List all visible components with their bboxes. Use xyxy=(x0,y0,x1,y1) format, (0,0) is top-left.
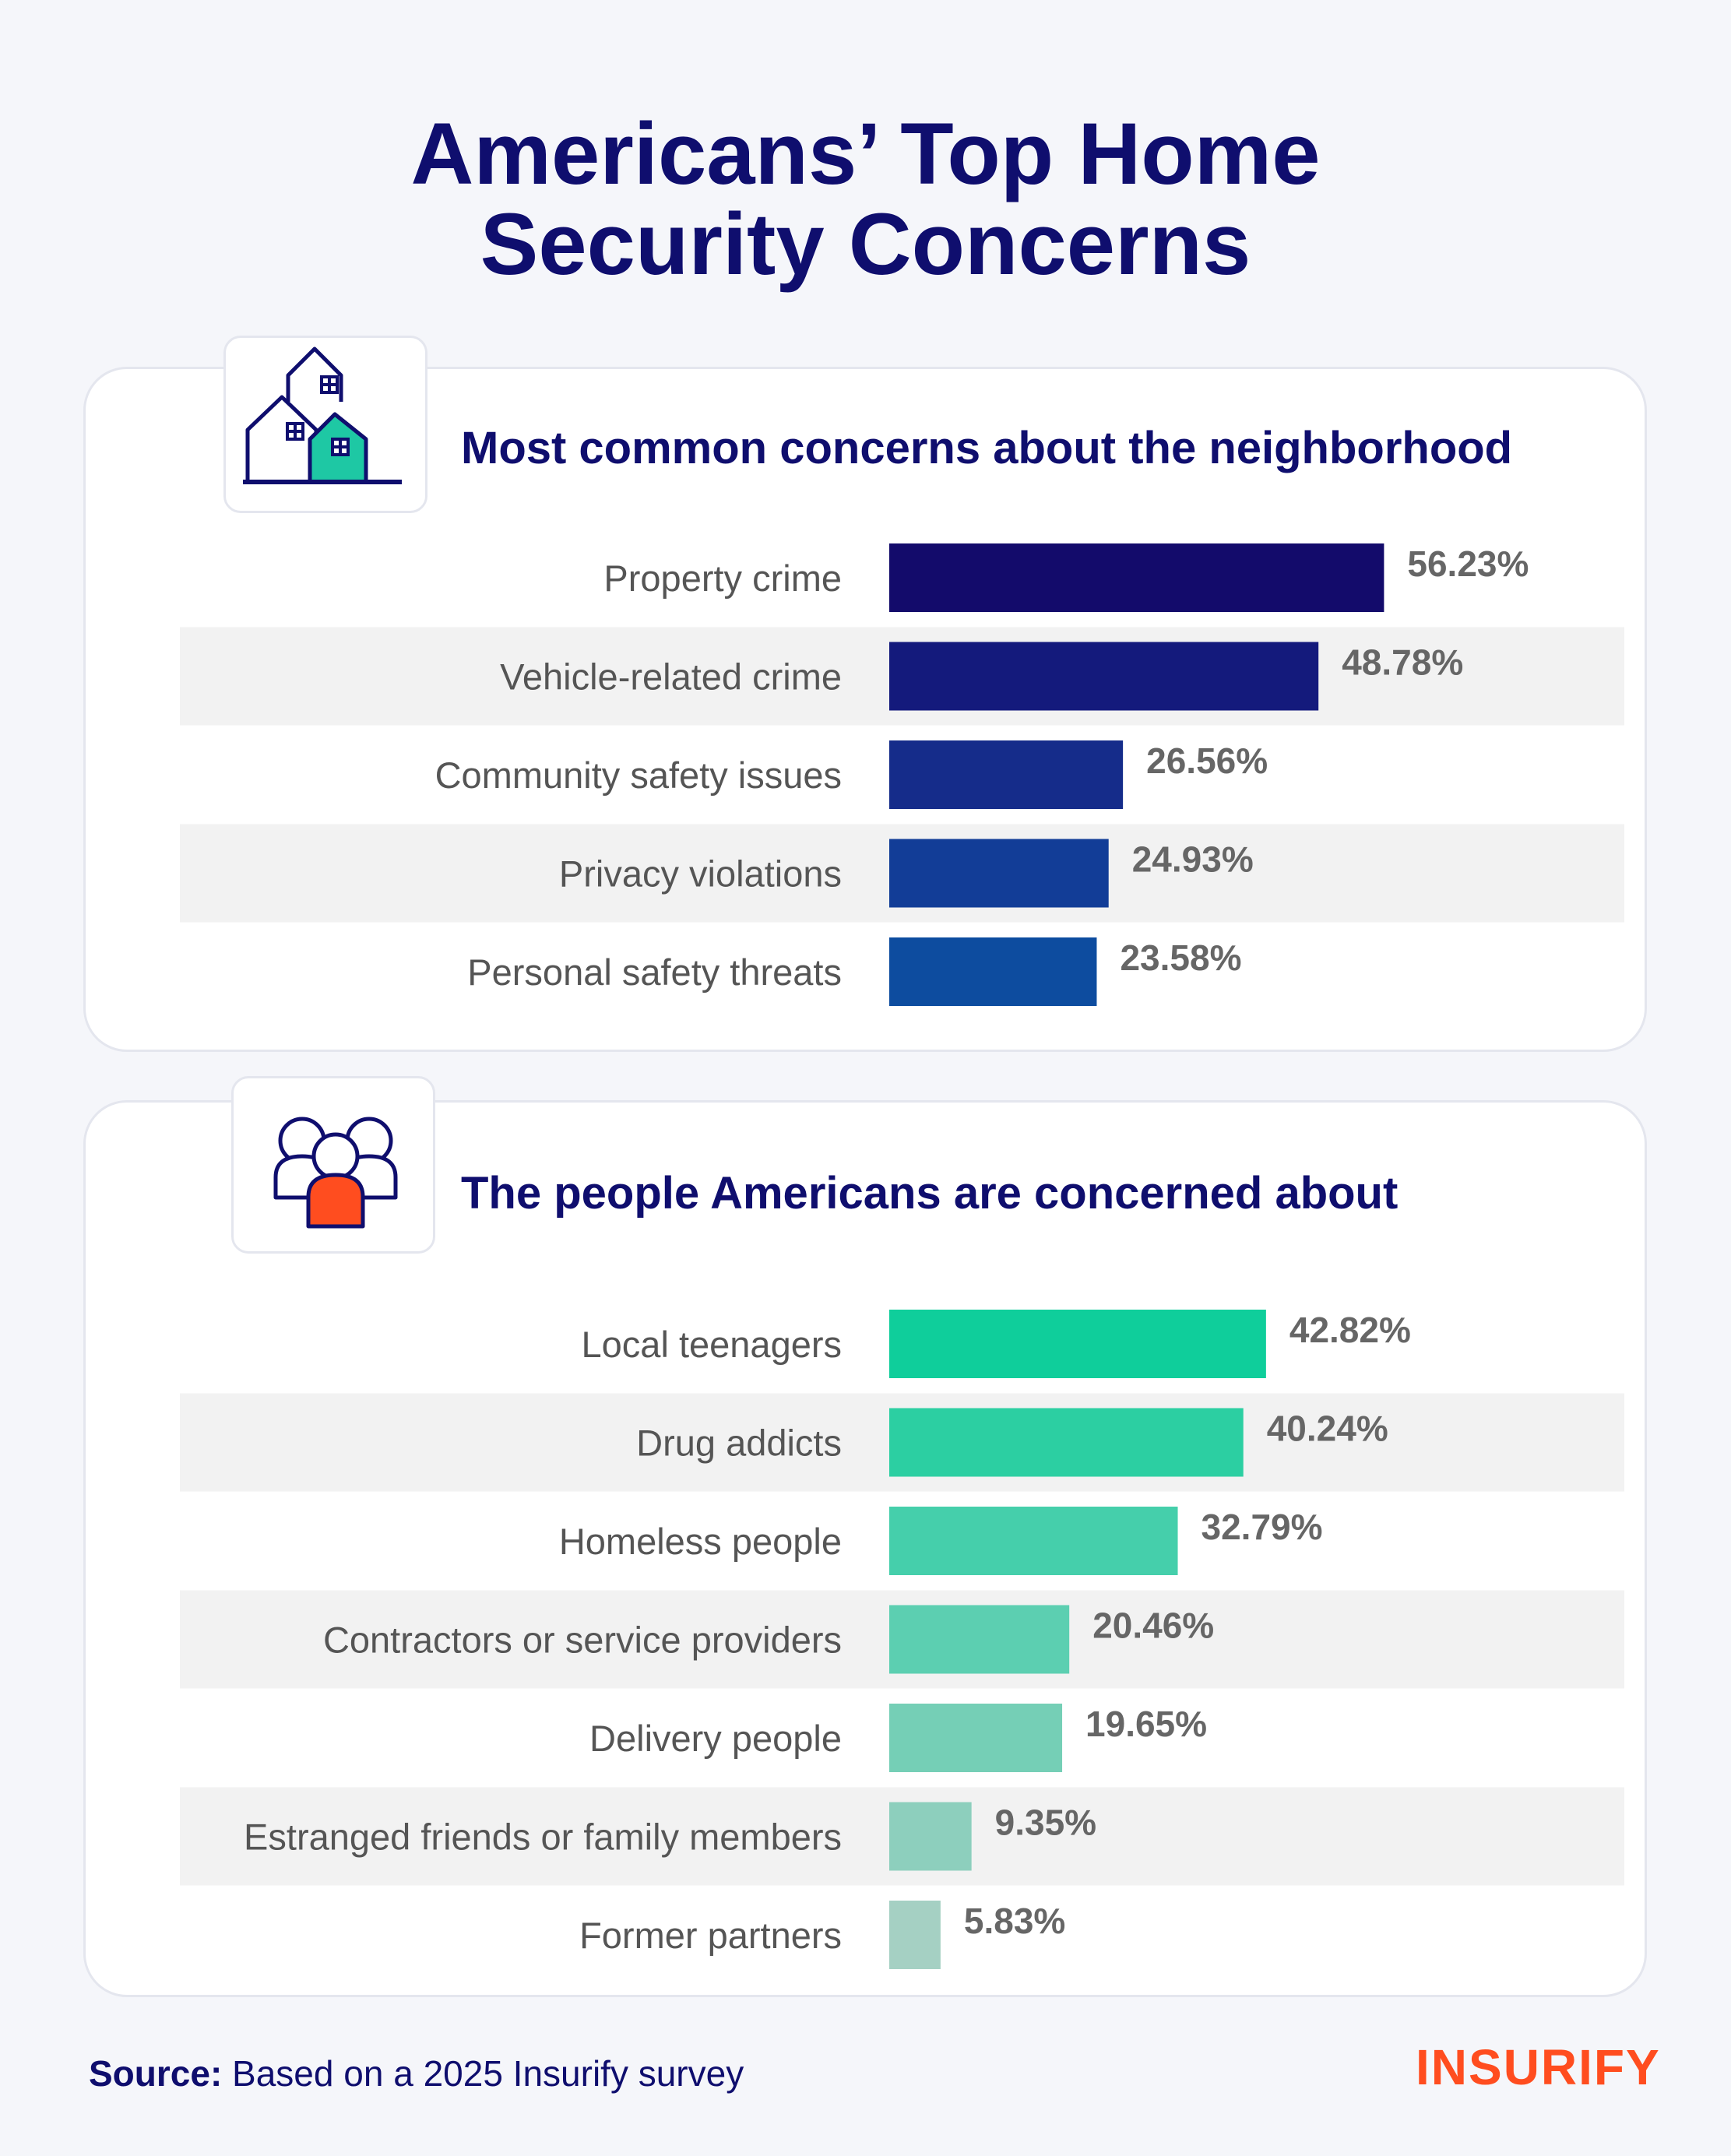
value-label: 20.46% xyxy=(1092,1606,1214,1646)
bar xyxy=(889,937,1097,1006)
category-label: Drug addicts xyxy=(636,1423,842,1464)
page-title-line-1: Americans’ Top Home xyxy=(410,105,1321,202)
neighborhood-chart-title: Most common concerns about the neighborh… xyxy=(461,423,1513,473)
bar xyxy=(889,1310,1266,1378)
value-label: 42.82% xyxy=(1289,1310,1411,1350)
category-label: Property crime xyxy=(603,557,842,599)
people-chart-title: The people Americans are concerned about xyxy=(461,1168,1399,1219)
people-bar-chart: Local teenagers 42.82% Drug addicts 40.24% H… xyxy=(180,1310,1624,1969)
page-title: Americans’ Top Home Security Concerns xyxy=(0,109,1731,290)
value-label: 5.83% xyxy=(964,1901,1065,1941)
bar xyxy=(889,642,1319,711)
category-label: Community safety issues xyxy=(435,754,842,796)
value-label: 23.58% xyxy=(1120,937,1241,978)
value-label: 24.93% xyxy=(1132,839,1254,880)
category-label: Delivery people xyxy=(589,1718,842,1759)
source-label: Source: xyxy=(89,2053,223,2094)
value-label: 48.78% xyxy=(1342,642,1463,683)
bar xyxy=(889,543,1384,612)
value-label: 9.35% xyxy=(995,1803,1096,1843)
bar xyxy=(889,1802,972,1871)
category-label: Former partners xyxy=(579,1915,842,1956)
page-title-line-2: Security Concerns xyxy=(480,195,1251,293)
people-group-icon xyxy=(273,1117,398,1229)
bar xyxy=(889,1704,1063,1772)
bar xyxy=(889,1605,1070,1674)
value-label: 26.56% xyxy=(1146,740,1268,781)
category-label: Contractors or service providers xyxy=(323,1620,842,1661)
value-label: 32.79% xyxy=(1201,1507,1323,1547)
bar xyxy=(889,1408,1244,1477)
neighborhood-bar-chart: Property crime 56.23% Vehicle-related crim… xyxy=(180,543,1624,1006)
insurify-logo: INSURIFY xyxy=(1416,2039,1661,2095)
source-text: Based on a 2025 Insurify survey xyxy=(222,2053,744,2094)
people-icon-box xyxy=(231,1076,435,1254)
category-label: Local teenagers xyxy=(582,1324,842,1365)
value-label: 19.65% xyxy=(1085,1704,1207,1744)
houses-icon xyxy=(243,346,402,484)
category-label: Personal safety threats xyxy=(467,951,842,993)
source-note: Source: Based on a 2025 Insurify survey xyxy=(89,2052,744,2094)
bar xyxy=(889,839,1109,908)
bar xyxy=(889,1901,941,1969)
category-label: Estranged friends or family members xyxy=(244,1817,842,1858)
category-label: Homeless people xyxy=(559,1521,842,1562)
houses-icon-box xyxy=(223,336,427,513)
bar xyxy=(889,1507,1178,1575)
category-label: Privacy violations xyxy=(559,853,842,895)
value-label: 40.24% xyxy=(1267,1409,1388,1449)
category-label: Vehicle-related crime xyxy=(500,656,842,698)
bar xyxy=(889,740,1124,809)
value-label: 56.23% xyxy=(1407,543,1529,584)
